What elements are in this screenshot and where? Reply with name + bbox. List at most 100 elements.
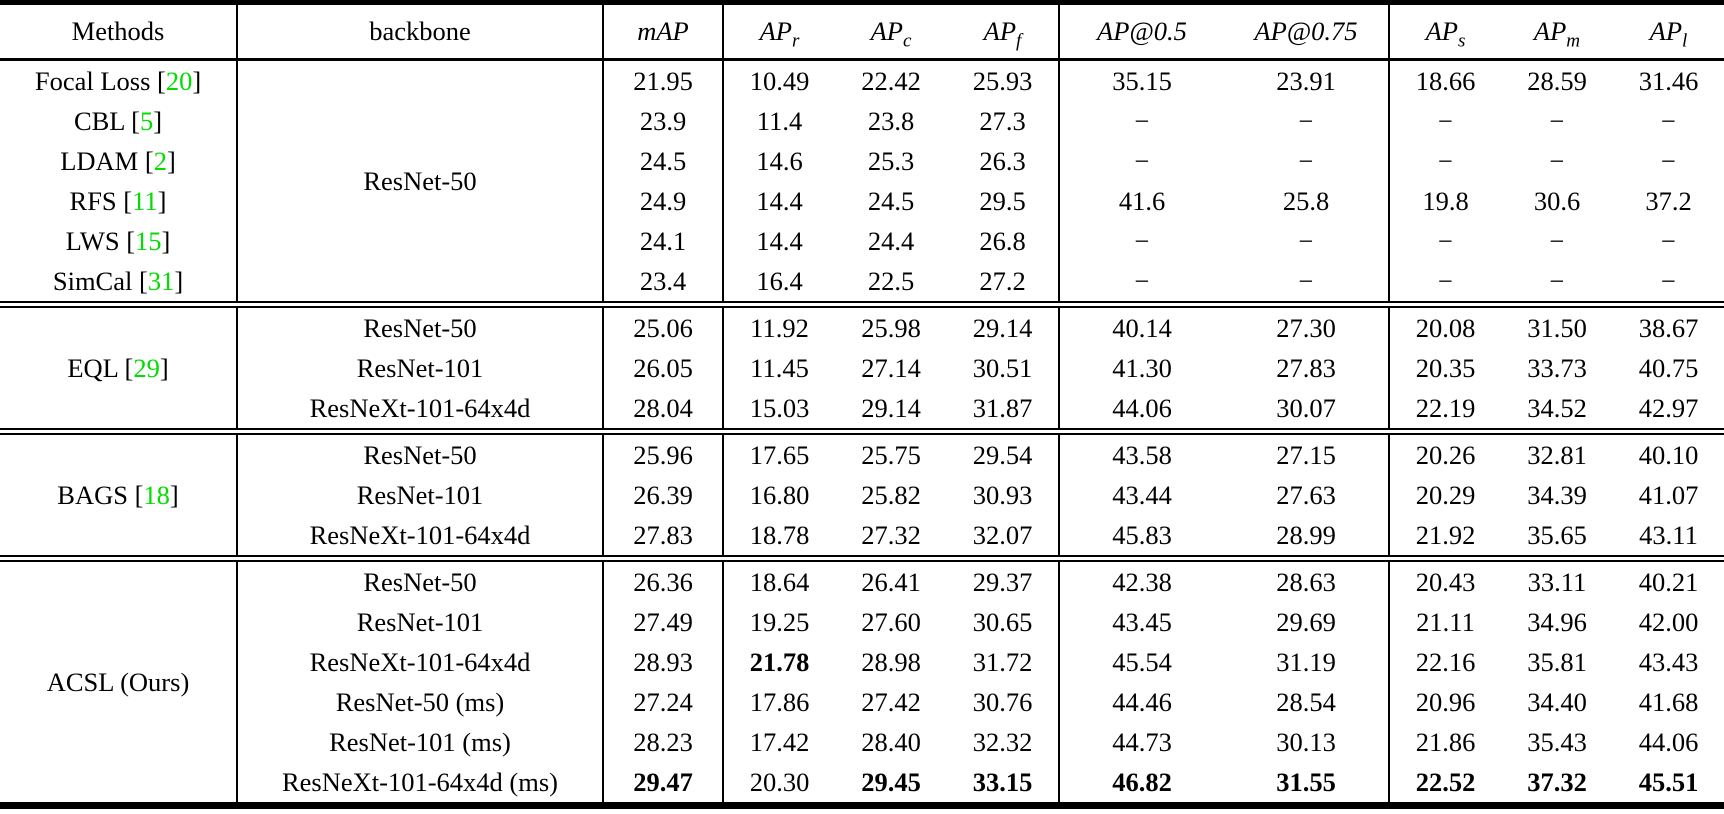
value-cell: − (1661, 145, 1676, 176)
value-cell: 21.86 (1415, 726, 1476, 757)
value-cell: − (1549, 105, 1565, 136)
table-header: Methods backbone mAP APr APc APf AP@0.5 AP@0.75… (0, 2, 1724, 61)
value-cell: 43.11 (1639, 519, 1698, 550)
method-cell: BAGS [18] (0, 431, 238, 559)
backbone-cell: ResNet-101 (237, 602, 604, 642)
value-cell: 35.81 (1527, 646, 1587, 677)
method-cell: ACSL (Ours) (0, 558, 238, 806)
header-row: Methods backbone mAP APr APc APf AP@0.5 AP@0.75… (0, 2, 1724, 61)
value-cell: 28.54 (1224, 682, 1390, 722)
value-cell: 17.42 (749, 726, 810, 757)
value-cell: 11.92 (750, 312, 809, 343)
table-row: LDAM [2] 24.5 14.6 25.3 26.3 − − − − − (0, 141, 1724, 181)
col-header-apm: APm (1501, 2, 1613, 61)
method-group-2: BAGS [18] ResNet-50 25.96 17.65 25.75 29.54 43… (0, 431, 1724, 559)
backbone-cell: ResNet-101 (237, 475, 604, 515)
table-row: ResNet-101 (ms) 28.23 17.42 28.40 32.32 44.73… (0, 722, 1724, 762)
value-cell: 30.93 (947, 475, 1060, 515)
citation-link[interactable]: 5 (139, 105, 154, 136)
value-cell: 22.5 (867, 265, 915, 296)
citation-link[interactable]: 11 (132, 185, 158, 216)
citation-link[interactable]: 20 (165, 65, 193, 96)
table-row: BAGS [18] ResNet-50 25.96 17.65 25.75 29.54 43… (0, 431, 1724, 559)
value-cell: 37.32 (1527, 766, 1587, 797)
value-cell: − (1549, 265, 1565, 296)
value-cell: 38.67 (1638, 312, 1699, 343)
table-row: ResNeXt-101-64x4d 27.83 18.78 27.32 32.07 45.… (0, 515, 1724, 559)
value-cell: 23.4 (603, 261, 724, 305)
value-cell: 19.8 (1422, 185, 1469, 216)
method-cell: CBL [5] (0, 101, 238, 141)
value-cell: 10.49 (749, 65, 810, 96)
value-cell: 42.00 (1638, 606, 1699, 637)
col-header-aps: APs (1389, 2, 1501, 61)
value-cell: 25.82 (861, 479, 921, 510)
value-cell: 24.4 (867, 225, 915, 256)
value-cell: 34.39 (1527, 479, 1587, 510)
value-cell: 21.95 (603, 59, 724, 101)
value-cell: 25.98 (861, 312, 921, 343)
citation-link[interactable]: 29 (133, 352, 160, 383)
table-row: ACSL (Ours) ResNet-50 26.36 18.64 26.41 29.37… (0, 558, 1724, 806)
value-cell: 29.5 (947, 181, 1060, 221)
value-cell: 41.68 (1638, 686, 1699, 717)
citation-link[interactable]: 31 (147, 265, 175, 296)
value-cell: 29.37 (947, 558, 1060, 602)
value-cell: 21.11 (1416, 606, 1475, 637)
citation-link[interactable]: 15 (135, 225, 162, 256)
value-cell: 22.16 (1415, 646, 1476, 677)
value-cell: 22.42 (861, 65, 921, 96)
table-row: RFS [11] 24.9 14.4 24.5 29.5 41.6 25.8 19.8 30.6… (0, 181, 1724, 221)
value-cell: 43.44 (1112, 479, 1172, 510)
value-cell: 46.82 (1112, 766, 1172, 797)
value-cell: 28.63 (1224, 558, 1390, 602)
value-cell: 31.87 (947, 388, 1060, 432)
value-cell: 27.63 (1224, 475, 1390, 515)
value-cell: 27.2 (947, 261, 1060, 305)
table-row: CBL [5] 23.9 11.4 23.8 27.3 − − − − − (0, 101, 1724, 141)
value-cell: 26.41 (861, 566, 921, 597)
value-cell: 31.55 (1224, 762, 1390, 806)
citation-link[interactable]: 2 (153, 145, 167, 176)
value-cell: 24.5 (867, 185, 915, 216)
value-cell: 34.40 (1527, 686, 1587, 717)
value-cell: − (1134, 145, 1150, 176)
value-cell: 28.93 (603, 642, 724, 682)
value-cell: 25.75 (861, 439, 921, 470)
col-header-backbone: backbone (237, 2, 604, 61)
value-cell: 25.96 (603, 431, 724, 475)
col-header-subscript: r (791, 30, 800, 52)
value-cell: − (1224, 101, 1390, 141)
citation-link[interactable]: 18 (143, 479, 170, 510)
value-cell: 27.60 (861, 606, 921, 637)
value-cell: 17.86 (749, 686, 810, 717)
value-cell: 20.08 (1415, 312, 1476, 343)
value-cell: − (1438, 225, 1453, 256)
value-cell: − (1134, 265, 1150, 296)
value-cell: 17.65 (749, 439, 810, 470)
backbone-cell: ResNet-50 (237, 558, 604, 602)
value-cell: 20.29 (1415, 479, 1476, 510)
backbone-cell: ResNet-101 (ms) (237, 722, 604, 762)
value-cell: 27.3 (947, 101, 1060, 141)
table-row: ResNeXt-101-64x4d 28.93 21.78 28.98 31.72 45.… (0, 642, 1724, 682)
value-cell: 11.4 (756, 105, 803, 136)
value-cell: 27.30 (1224, 304, 1390, 348)
value-cell: 33.73 (1527, 352, 1587, 383)
value-cell: 40.10 (1638, 439, 1699, 470)
value-cell: 26.36 (603, 558, 724, 602)
value-cell: 42.97 (1638, 392, 1699, 423)
value-cell: 26.05 (603, 348, 724, 388)
value-cell: − (1661, 105, 1676, 136)
table-row: ResNet-101 27.49 19.25 27.60 30.65 43.45 29.69… (0, 602, 1724, 642)
table-row: ResNet-101 26.39 16.80 25.82 30.93 43.44 27.63… (0, 475, 1724, 515)
value-cell: − (1224, 261, 1390, 305)
table-row: LWS [15] 24.1 14.4 24.4 26.8 − − − − − (0, 221, 1724, 261)
value-cell: 27.42 (861, 686, 921, 717)
value-cell: 28.23 (603, 722, 724, 762)
method-cell: LDAM [2] (0, 141, 238, 181)
method-cell: Focal Loss [20] (0, 59, 238, 101)
value-cell: − (1549, 145, 1565, 176)
value-cell: 20.35 (1415, 352, 1476, 383)
